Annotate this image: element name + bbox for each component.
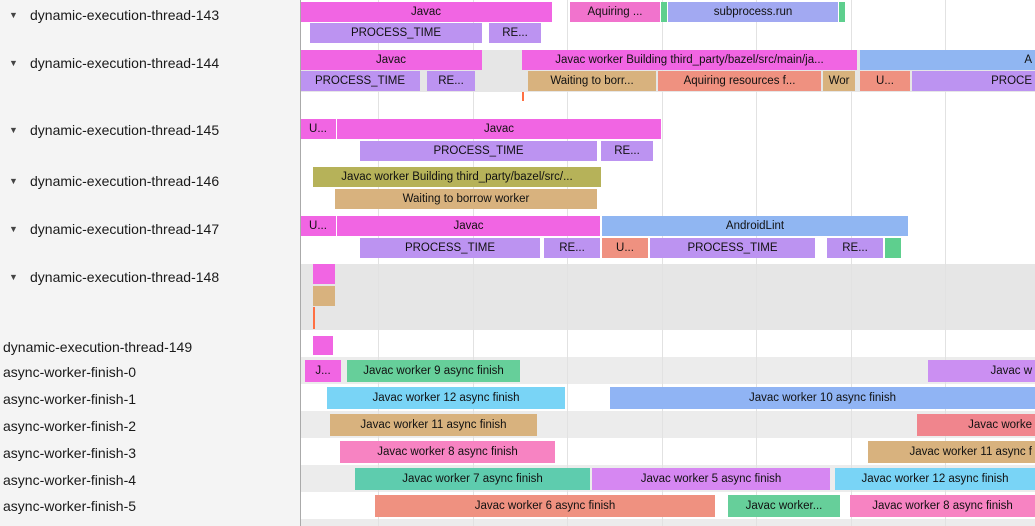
timeline-slice[interactable]: Javac worker 6 async finish: [375, 495, 715, 517]
track-name-label: dynamic-execution-thread-148: [30, 268, 220, 285]
collapse-arrow-icon[interactable]: ▼: [9, 223, 18, 234]
track-name-sidebar: ▼ dynamic-execution-thread-143 ▼ dynamic-ex…: [0, 0, 300, 526]
sidebar-row[interactable]: ▼ dynamic-execution-thread-144: [0, 53, 300, 72]
timeline-slice[interactable]: [313, 264, 335, 284]
sidebar-row[interactable]: async-worker-finish-2: [0, 416, 300, 435]
time-gridline: [756, 0, 757, 526]
timeline-slice[interactable]: Javac worker 12 async finish: [327, 387, 565, 409]
timeline-slice[interactable]: RE...: [489, 23, 541, 43]
sidebar-divider[interactable]: [300, 0, 301, 526]
track-name-label: dynamic-execution-thread-143: [30, 6, 220, 23]
track-name-label: dynamic-execution-thread-145: [30, 121, 220, 138]
sidebar-row[interactable]: dynamic-execution-thread-149: [0, 337, 300, 356]
timeline-slice[interactable]: RE...: [601, 141, 653, 161]
timeline-slice[interactable]: PROCE: [912, 71, 1035, 91]
timeline-slice[interactable]: Javac worker 11 async finish: [330, 414, 537, 436]
timeline-slice[interactable]: Javac worker 10 async finish: [610, 387, 1035, 409]
timeline-slice[interactable]: Aquiring ...: [570, 2, 660, 22]
timeline-slice[interactable]: Javac worker 7 async finish: [355, 468, 590, 490]
track-background: [301, 264, 1035, 330]
timeline-slice[interactable]: PROCESS_TIME: [650, 238, 815, 258]
timeline-slice[interactable]: Javac worker 5 async finish: [592, 468, 830, 490]
collapse-arrow-icon[interactable]: ▼: [9, 175, 18, 186]
instant-marker[interactable]: [313, 307, 315, 329]
timeline-slice[interactable]: Waiting to borr...: [528, 71, 656, 91]
sidebar-row[interactable]: ▼ dynamic-execution-thread-143: [0, 5, 300, 24]
timeline-slice[interactable]: Waiting to borrow worker: [335, 189, 597, 209]
timeline-slice[interactable]: PROCESS_TIME: [360, 238, 540, 258]
time-gridline: [473, 0, 474, 526]
timeline-slice[interactable]: PROCESS_TIME: [360, 141, 597, 161]
timeline-slice[interactable]: [661, 2, 667, 22]
collapse-arrow-icon[interactable]: ▼: [9, 271, 18, 282]
timeline-slice[interactable]: Javac worker...: [728, 495, 840, 517]
track-name-label: async-worker-finish-5: [3, 497, 137, 514]
timeline-slice[interactable]: Javac worker Building third_party/bazel/…: [522, 50, 857, 70]
collapse-arrow-icon[interactable]: ▼: [9, 57, 18, 68]
timeline-slice[interactable]: AndroidLint: [602, 216, 908, 236]
sidebar-row[interactable]: async-worker-finish-1: [0, 389, 300, 408]
sidebar-row[interactable]: ▼ dynamic-execution-thread-145: [0, 120, 300, 139]
sidebar-row[interactable]: async-worker-finish-4: [0, 470, 300, 489]
track-name-label: dynamic-execution-thread-144: [30, 54, 220, 71]
timeline-slice[interactable]: Javac worker 8 async finish: [850, 495, 1035, 517]
track-background: [301, 519, 1035, 526]
sidebar-row[interactable]: async-worker-finish-3: [0, 443, 300, 462]
timeline-slice[interactable]: A: [860, 50, 1035, 70]
time-gridline: [567, 0, 568, 526]
track-name-label: dynamic-execution-thread-146: [30, 172, 220, 189]
timeline-slice[interactable]: Javac worke: [917, 414, 1035, 436]
timeline-slice[interactable]: U...: [602, 238, 648, 258]
timeline-slice[interactable]: U...: [300, 119, 336, 139]
timeline-slice[interactable]: Javac worker 9 async finish: [347, 360, 520, 382]
timeline-slice[interactable]: Javac w: [928, 360, 1035, 382]
sidebar-row[interactable]: async-worker-finish-5: [0, 496, 300, 515]
track-name-label: async-worker-finish-1: [3, 390, 137, 407]
timeline-slice[interactable]: J...: [305, 360, 341, 382]
sidebar-row[interactable]: ▼ dynamic-execution-thread-147: [0, 219, 300, 238]
track-name-label: async-worker-finish-0: [3, 363, 137, 380]
timeline-slice[interactable]: Javac: [300, 50, 482, 70]
track-name-label: async-worker-finish-4: [3, 471, 137, 488]
track-name-label: dynamic-execution-thread-147: [30, 220, 220, 237]
timeline-slice[interactable]: subprocess.run: [668, 2, 838, 22]
timeline-slice[interactable]: Javac: [300, 2, 552, 22]
timeline-slice[interactable]: RE...: [427, 71, 475, 91]
timeline-slice[interactable]: Javac: [337, 119, 661, 139]
timeline-slice[interactable]: Javac worker 11 async f: [868, 441, 1035, 463]
timeline-slice[interactable]: [313, 286, 335, 306]
timeline-slice[interactable]: Javac worker 8 async finish: [340, 441, 555, 463]
time-gridline: [378, 0, 379, 526]
timeline-slice[interactable]: Wor: [823, 71, 855, 91]
time-gridline: [851, 0, 852, 526]
timeline-slice[interactable]: [839, 2, 845, 22]
track-name-label: async-worker-finish-3: [3, 444, 137, 461]
time-gridline: [945, 0, 946, 526]
collapse-arrow-icon[interactable]: ▼: [9, 124, 18, 135]
timeline-slice[interactable]: U...: [300, 216, 336, 236]
sidebar-row[interactable]: ▼ dynamic-execution-thread-146: [0, 171, 300, 190]
timeline-slice[interactable]: PROCESS_TIME: [300, 71, 420, 91]
sidebar-row[interactable]: ▼ dynamic-execution-thread-148: [0, 267, 300, 286]
timeline-slice[interactable]: Javac worker 12 async finish: [835, 468, 1035, 490]
timeline-slice[interactable]: RE...: [827, 238, 883, 258]
track-name-label: dynamic-execution-thread-149: [3, 338, 193, 355]
time-gridline: [662, 0, 663, 526]
instant-marker[interactable]: [522, 92, 524, 101]
timeline-slice[interactable]: Aquiring resources f...: [658, 71, 821, 91]
timeline-slice[interactable]: [313, 336, 333, 355]
sidebar-row[interactable]: async-worker-finish-0: [0, 362, 300, 381]
timeline-slice[interactable]: RE...: [544, 238, 600, 258]
timeline-slice[interactable]: PROCESS_TIME: [310, 23, 482, 43]
timeline-slice[interactable]: Javac worker Building third_party/bazel/…: [313, 167, 601, 187]
track-name-label: async-worker-finish-2: [3, 417, 137, 434]
collapse-arrow-icon[interactable]: ▼: [9, 9, 18, 20]
timeline-slice[interactable]: U...: [860, 71, 910, 91]
timeline-slice[interactable]: [885, 238, 901, 258]
timeline-slice[interactable]: Javac: [337, 216, 600, 236]
